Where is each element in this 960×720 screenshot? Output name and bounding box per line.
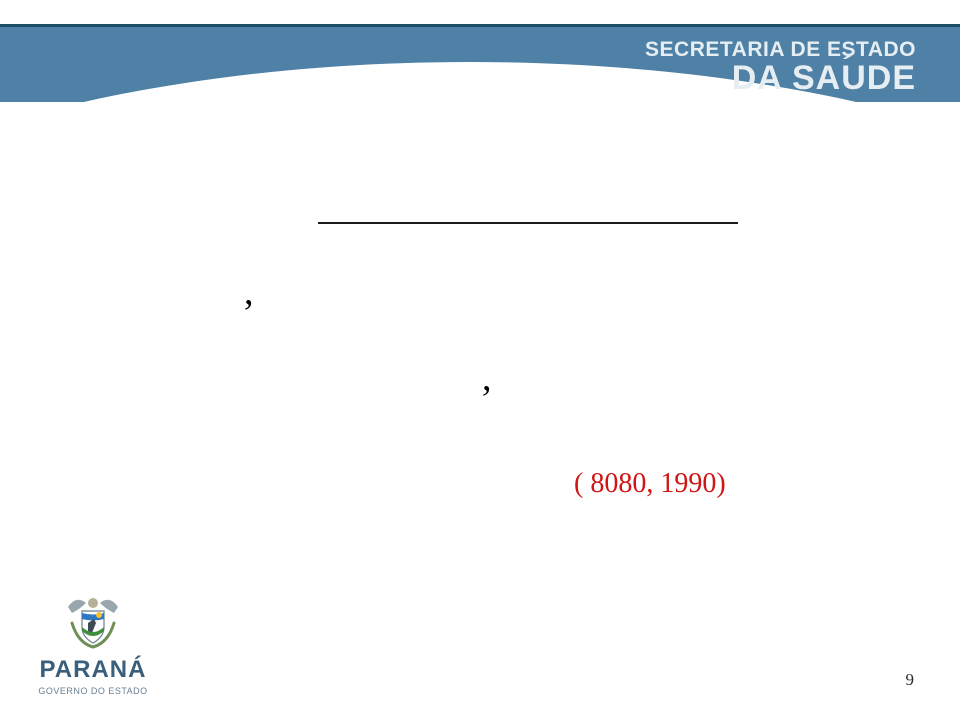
- slide: SECRETARIA DE ESTADO DA SAUDE ´ , , ( 80…: [0, 0, 960, 720]
- logo-wordmark: PARANÁ: [18, 656, 168, 684]
- page-number: 9: [906, 670, 915, 690]
- logo-subline: GOVERNO DO ESTADO: [18, 686, 168, 696]
- header-line2-text: DA SAUDE: [732, 59, 916, 97]
- crest-icon: [58, 593, 128, 649]
- content-underline: [318, 222, 738, 224]
- state-logo: PARANÁ GOVERNO DO ESTADO: [18, 593, 168, 696]
- law-reference: ( 8080, 1990): [574, 468, 726, 500]
- comma-1: ,: [244, 270, 254, 314]
- header-line2: DA SAUDE ´: [732, 61, 916, 97]
- header-text: SECRETARIA DE ESTADO DA SAUDE ´: [645, 39, 916, 97]
- header-line1: SECRETARIA DE ESTADO: [645, 39, 916, 61]
- comma-2: ,: [482, 356, 492, 400]
- accent-acute: ´: [842, 55, 854, 76]
- header-band: SECRETARIA DE ESTADO DA SAUDE ´: [0, 24, 960, 102]
